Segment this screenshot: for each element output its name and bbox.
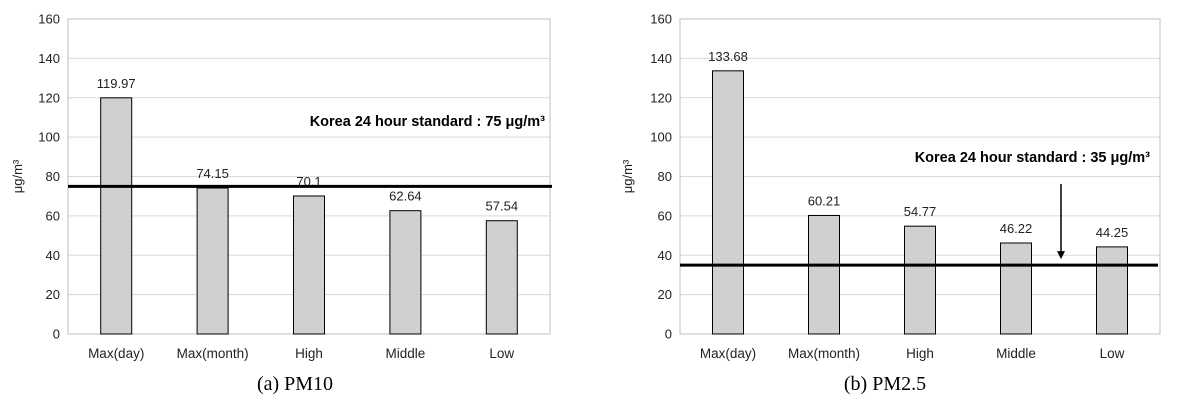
- y-tick-label: 40: [46, 248, 60, 263]
- y-tick-label: 60: [658, 208, 672, 223]
- y-tick-label: 0: [53, 327, 60, 342]
- data-label: 57.54: [486, 199, 519, 214]
- bar: [389, 210, 422, 335]
- data-label: 62.64: [389, 189, 422, 204]
- bar: [100, 97, 133, 335]
- x-tick-label: Middle: [386, 346, 426, 361]
- y-axis-label: μg/m³: [10, 159, 25, 193]
- y-tick-label: 100: [38, 130, 60, 145]
- y-axis-label: μg/m³: [620, 159, 635, 193]
- bar: [1000, 242, 1032, 335]
- bar: [904, 225, 936, 335]
- data-label: 46.22: [1000, 221, 1033, 236]
- data-label: 44.25: [1096, 225, 1129, 240]
- bar: [196, 187, 229, 335]
- chart-panel-pm10: 0 20 40 60 80 100 120 140 160 μg/m³ 119.97 Max(day)…: [10, 12, 552, 395]
- data-label: 60.21: [808, 193, 841, 208]
- y-tick-label: 120: [38, 90, 60, 105]
- bar: [712, 70, 744, 335]
- data-label: 119.97: [97, 76, 136, 91]
- x-tick-label: High: [295, 346, 323, 361]
- standard-arrow-head: [1057, 251, 1065, 260]
- bar: [1096, 246, 1128, 335]
- chart-caption: (b) PM2.5: [844, 373, 926, 395]
- chart-caption: (a) PM10: [257, 373, 333, 395]
- y-tick-label: 120: [650, 90, 672, 105]
- y-tick-label: 0: [665, 327, 672, 342]
- y-tick-label: 140: [650, 51, 672, 66]
- x-tick-label: Max(month): [177, 346, 249, 361]
- y-tick-label: 20: [46, 287, 60, 302]
- y-tick-label: 60: [46, 208, 60, 223]
- standard-label: Korea 24 hour standard : 35 μg/m³: [915, 150, 1150, 166]
- y-tick-label: 40: [658, 248, 672, 263]
- data-label: 133.68: [708, 49, 748, 64]
- y-tick-label: 100: [650, 130, 672, 145]
- bar: [808, 214, 840, 335]
- y-tick-label: 80: [658, 169, 672, 184]
- chart-pm25: 0 20 40 60 80 100 120 140 160 μg/m³ 133.68 Max(day)…: [620, 12, 1161, 395]
- chart-panel-pm25: 0 20 40 60 80 100 120 140 160 μg/m³ 133.68 Max(day)…: [590, 0, 1180, 405]
- data-label: 54.77: [904, 204, 937, 219]
- x-tick-label: Low: [489, 346, 514, 361]
- x-tick-label: Max(month): [788, 346, 860, 361]
- x-tick-label: High: [906, 346, 934, 361]
- y-tick-label: 140: [38, 51, 60, 66]
- data-label: 74.15: [196, 166, 229, 181]
- standard-label: Korea 24 hour standard : 75 μg/m³: [310, 114, 545, 130]
- bar: [293, 195, 325, 335]
- x-tick-label: Max(day): [700, 346, 756, 361]
- chart-pm10: 0 20 40 60 80 100 120 140 160 μg/m³ 119.97 Max(day)…: [10, 12, 552, 395]
- y-tick-label: 80: [46, 169, 60, 184]
- y-tick-label: 160: [38, 12, 60, 27]
- x-tick-label: Max(day): [88, 346, 144, 361]
- y-tick-label: 160: [650, 12, 672, 27]
- x-tick-label: Middle: [996, 346, 1036, 361]
- y-tick-label: 20: [658, 287, 672, 302]
- bar: [485, 220, 518, 335]
- x-tick-label: Low: [1100, 346, 1125, 361]
